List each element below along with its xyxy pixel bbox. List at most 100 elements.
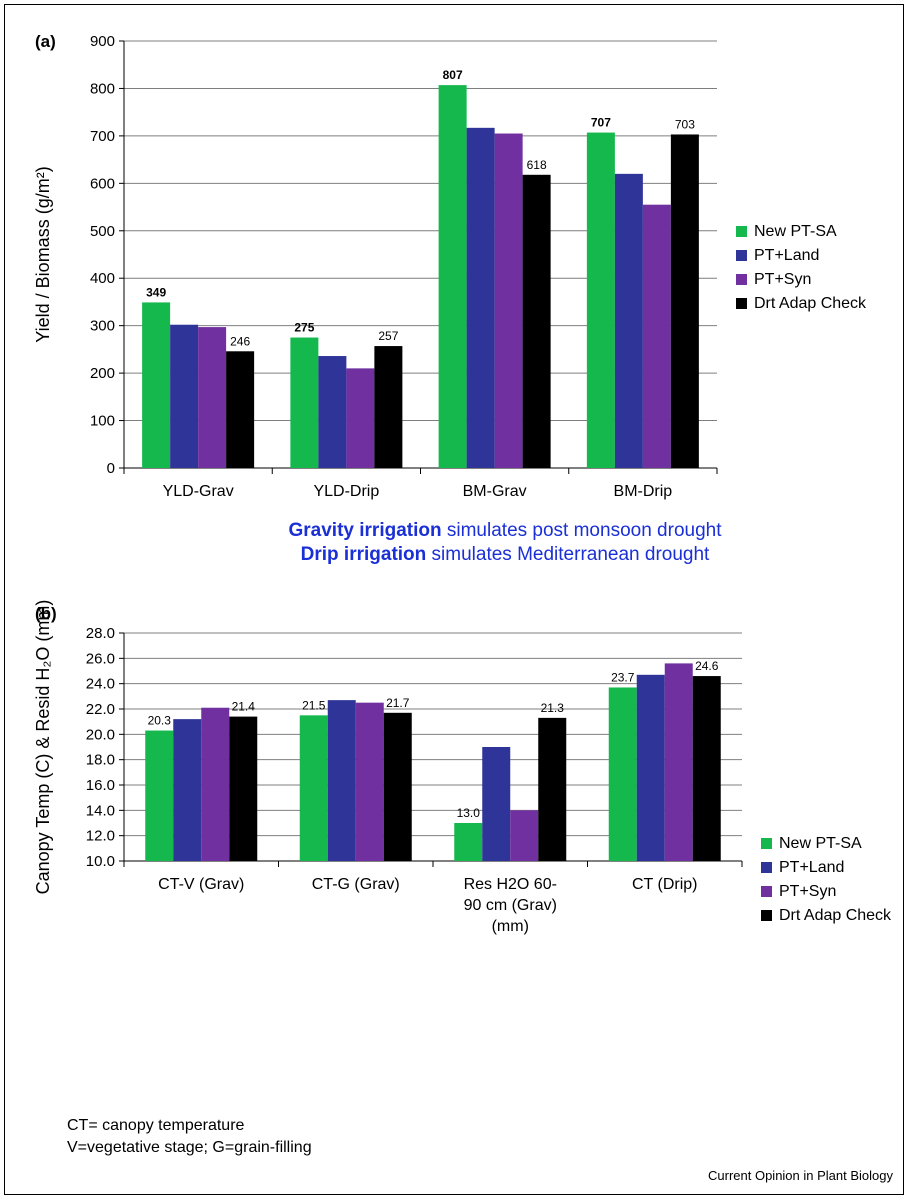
c0-y-tick-label: 0 bbox=[107, 460, 115, 477]
c0-legend-swatch bbox=[736, 250, 747, 261]
c1-category-label: Res H2O 60- 90 cm (Grav) (mm) bbox=[464, 876, 557, 935]
c1-y-tick-label: 28.0 bbox=[86, 625, 115, 642]
c1-bar bbox=[299, 715, 328, 861]
c0-bar bbox=[226, 351, 255, 468]
c1-y-tick-label: 18.0 bbox=[86, 752, 115, 769]
c1-category-label-line: CT-G (Grav) bbox=[312, 876, 400, 893]
c0-y-tick-label: 300 bbox=[90, 318, 115, 335]
c0-category-label-line: BM-Grav bbox=[463, 483, 527, 500]
c1-bar bbox=[383, 712, 412, 861]
c1-data-label: 20.3 bbox=[148, 714, 172, 728]
c1-bar bbox=[538, 717, 567, 861]
c1-bar bbox=[355, 702, 384, 861]
c1-panel-label: (b) bbox=[35, 604, 57, 623]
journal-credit: Current Opinion in Plant Biology bbox=[708, 1168, 893, 1183]
c0-legend-label: New PT-SA bbox=[754, 223, 837, 240]
c0-legend-swatch bbox=[736, 298, 747, 309]
c1-bar bbox=[145, 730, 174, 861]
c0-bar bbox=[522, 174, 551, 468]
note-line-2: Drip irrigation simulates Mediterranean … bbox=[205, 543, 805, 567]
c0-bar bbox=[142, 302, 171, 468]
note-line-2-bold: Drip irrigation bbox=[300, 544, 427, 565]
c1-bar bbox=[173, 719, 202, 861]
c1-bar bbox=[482, 747, 511, 861]
c1-category-label-line: CT (Drip) bbox=[632, 876, 697, 893]
c1-data-label: 24.6 bbox=[695, 659, 719, 673]
c0-y-tick-label: 200 bbox=[90, 365, 115, 382]
chart-a: (a) 0 100 200 300 400 500 600 700 800 900 Yield / B… bbox=[33, 32, 867, 500]
c0-data-label: 707 bbox=[591, 116, 611, 130]
c0-data-label: 807 bbox=[443, 68, 463, 82]
c0-category-label-line: YLD-Drip bbox=[313, 483, 379, 500]
c1-y-tick-label: 22.0 bbox=[86, 701, 115, 718]
definitions: CT= canopy temperature V=vegetative stag… bbox=[67, 1115, 312, 1159]
c1-category-label-line: Res H2O 60- bbox=[464, 876, 557, 893]
c0-y-tick-label: 800 bbox=[90, 80, 115, 97]
c1-y-tick-label: 16.0 bbox=[86, 777, 115, 794]
c0-legend-label: PT+Land bbox=[754, 247, 819, 264]
c0-data-label: 275 bbox=[294, 321, 314, 335]
c1-category-label-line: (mm) bbox=[492, 918, 529, 935]
c0-data-label: 618 bbox=[527, 158, 547, 172]
c1-bar bbox=[608, 687, 637, 861]
c1-y-tick-label: 24.0 bbox=[86, 676, 115, 693]
definition-stages: V=vegetative stage; G=grain-filling bbox=[67, 1139, 312, 1156]
c1-legend-label: PT+Land bbox=[779, 859, 844, 876]
c0-data-label: 349 bbox=[146, 285, 166, 299]
c1-y-tick-label: 10.0 bbox=[86, 853, 115, 870]
c0-data-label: 246 bbox=[230, 334, 250, 348]
c1-bar bbox=[229, 716, 258, 861]
c0-category-label: YLD-Drip bbox=[313, 483, 379, 500]
c1-category-label: CT-V (Grav) bbox=[158, 876, 244, 893]
c1-legend-label: New PT-SA bbox=[779, 835, 862, 852]
c1-legend-label: PT+Syn bbox=[779, 883, 836, 900]
chart-b: (b) 10.0 12.0 14.0 16.0 18.0 20.0 22.0 24.0 26.0 2… bbox=[33, 600, 892, 935]
c1-y-tick-label: 14.0 bbox=[86, 802, 115, 819]
c0-bar bbox=[346, 368, 375, 468]
c0-panel-label: (a) bbox=[35, 32, 56, 51]
note-line-2-rest: simulates Mediterranean drought bbox=[426, 544, 710, 565]
c0-bar bbox=[642, 204, 671, 468]
c1-category-label-line: 90 cm (Grav) bbox=[464, 897, 557, 914]
note-line-1: Gravity irrigation simulates post monsoo… bbox=[205, 519, 805, 543]
definition-ct: CT= canopy temperature bbox=[67, 1117, 245, 1134]
c1-y-tick-label: 12.0 bbox=[86, 828, 115, 845]
c1-bar bbox=[664, 663, 693, 861]
c1-data-label: 23.7 bbox=[611, 670, 635, 684]
c0-bar bbox=[670, 134, 699, 468]
c0-bar bbox=[290, 337, 319, 468]
c0-bar bbox=[170, 324, 199, 468]
c1-data-label: 21.7 bbox=[386, 696, 410, 710]
c1-data-label: 21.3 bbox=[541, 701, 565, 715]
irrigation-note: Gravity irrigation simulates post monsoo… bbox=[205, 519, 805, 567]
c0-bar bbox=[374, 346, 403, 468]
c1-y-axis-title: Canopy Temp (C) & Resid H₂O (mm) bbox=[33, 600, 53, 895]
c0-category-label: BM-Grav bbox=[463, 483, 527, 500]
c0-y-tick-label: 500 bbox=[90, 223, 115, 240]
c1-y-tick-label: 26.0 bbox=[86, 650, 115, 667]
c1-legend-swatch bbox=[761, 862, 772, 873]
c0-legend-label: Drt Adap Check bbox=[754, 295, 867, 312]
c1-legend-swatch bbox=[761, 838, 772, 849]
note-line-1-rest: simulates post monsoon drought bbox=[441, 520, 722, 541]
c1-bar bbox=[692, 676, 721, 861]
c0-legend-swatch bbox=[736, 274, 747, 285]
c1-bar bbox=[454, 823, 483, 861]
c0-legend-swatch bbox=[736, 226, 747, 237]
c1-bar bbox=[636, 674, 665, 861]
c0-bar bbox=[198, 327, 227, 468]
c0-bar bbox=[586, 132, 615, 468]
c0-y-tick-label: 100 bbox=[90, 413, 115, 430]
c1-bar bbox=[327, 700, 356, 861]
c0-legend-label: PT+Syn bbox=[754, 271, 811, 288]
c1-category-label: CT-G (Grav) bbox=[312, 876, 400, 893]
c0-y-tick-label: 900 bbox=[90, 33, 115, 50]
c0-y-axis-title: Yield / Biomass (g/m²) bbox=[33, 166, 53, 342]
c1-legend-swatch bbox=[761, 886, 772, 897]
c1-y-tick-label: 20.0 bbox=[86, 726, 115, 743]
c1-bar bbox=[510, 810, 539, 861]
c0-category-label-line: YLD-Grav bbox=[163, 483, 234, 500]
c0-category-label: BM-Drip bbox=[614, 483, 673, 500]
c1-category-label: CT (Drip) bbox=[632, 876, 697, 893]
c0-y-tick-label: 700 bbox=[90, 128, 115, 145]
